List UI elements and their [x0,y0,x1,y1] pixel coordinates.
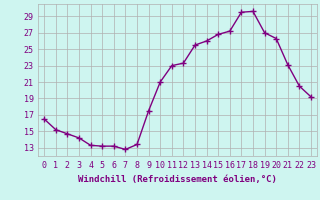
X-axis label: Windchill (Refroidissement éolien,°C): Windchill (Refroidissement éolien,°C) [78,175,277,184]
